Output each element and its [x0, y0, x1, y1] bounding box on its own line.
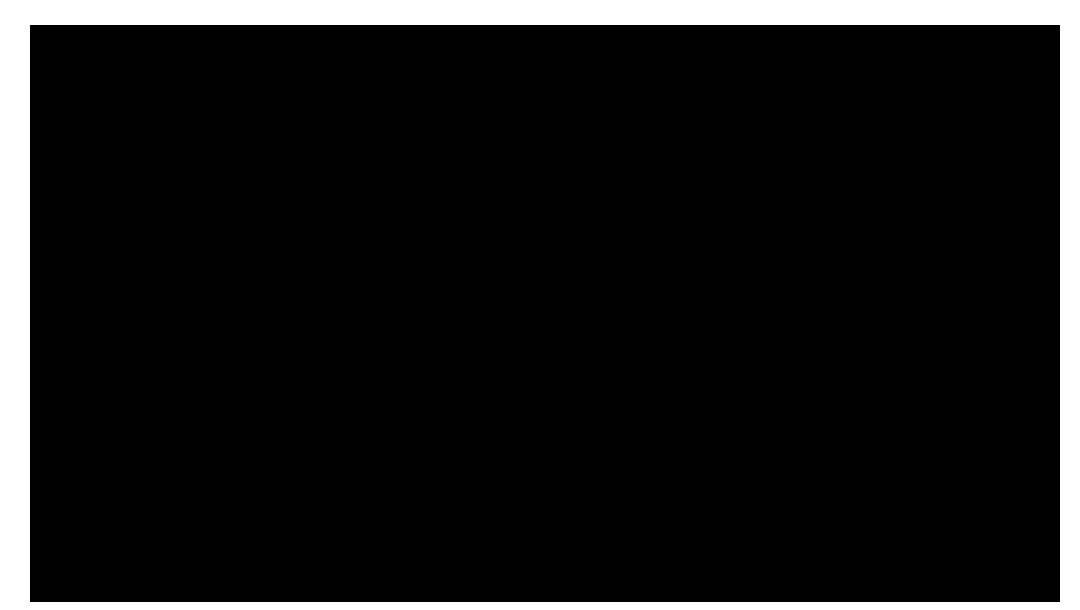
chart-title	[0, 2, 1080, 24]
word-cloud-svg	[30, 25, 1060, 602]
word-cloud-canvas	[30, 25, 1060, 602]
